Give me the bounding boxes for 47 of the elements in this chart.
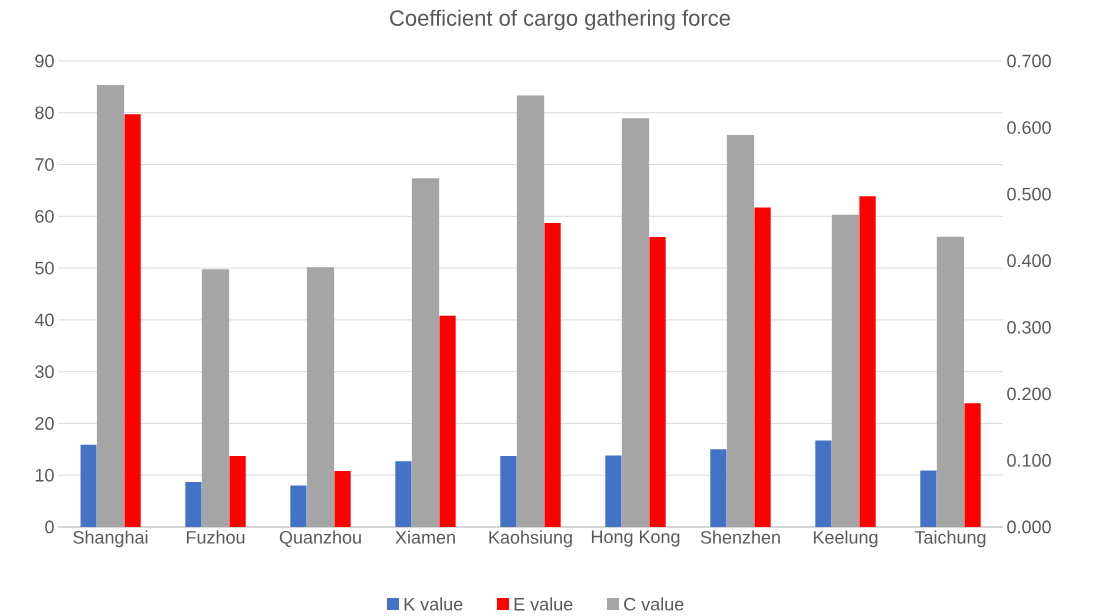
y-tick-label: 80 bbox=[35, 106, 54, 120]
x-tick-label: Shanghai bbox=[73, 530, 148, 548]
y-tick-label: 90 bbox=[35, 54, 54, 68]
y-tick-label: 10 bbox=[35, 468, 54, 482]
y-tick-label: 0 bbox=[45, 520, 54, 534]
x-tick-label: Xiamen bbox=[395, 530, 455, 544]
y-tick-label: 70 bbox=[35, 158, 54, 171]
bar bbox=[185, 481, 202, 527]
y-tick-label: 40 bbox=[34, 313, 54, 327]
legend-label: C value bbox=[624, 597, 684, 611]
bar bbox=[290, 485, 307, 527]
bar bbox=[229, 456, 246, 527]
x-tick-label: Fuzhou bbox=[186, 530, 245, 544]
legend-label: E value bbox=[514, 597, 573, 611]
bar bbox=[306, 267, 335, 527]
y2-tick-label: 0.200 bbox=[1007, 387, 1051, 401]
y-tick-label: 30 bbox=[35, 365, 54, 379]
chart-title: Coefficient of cargo gathering force bbox=[390, 9, 730, 31]
bar bbox=[334, 471, 351, 527]
y2-tick-label: 0.600 bbox=[1007, 121, 1051, 134]
bar bbox=[936, 236, 965, 527]
y2-tick-label: 0.300 bbox=[1007, 320, 1051, 334]
bar bbox=[80, 444, 97, 527]
bar bbox=[500, 456, 517, 527]
x-tick-label: Quanzhou bbox=[279, 530, 361, 547]
bar bbox=[439, 315, 456, 527]
x-tick-label: Shenzhen bbox=[700, 530, 780, 544]
y2-tick-label: 0.500 bbox=[1007, 187, 1051, 201]
bar bbox=[605, 455, 622, 527]
legend-label: K value bbox=[404, 597, 463, 611]
x-tick-label: Taichung bbox=[914, 530, 986, 548]
bar bbox=[710, 449, 727, 527]
x-tick-label: Kaohsiung bbox=[489, 530, 572, 548]
bar bbox=[395, 461, 412, 527]
x-tick-label: Hong Kong bbox=[591, 530, 680, 547]
y2-tick-label: 0.700 bbox=[1007, 54, 1051, 68]
x-tick-label: Keelung bbox=[813, 530, 878, 548]
bar bbox=[201, 269, 230, 527]
bar bbox=[815, 440, 832, 527]
y-tick-label: 20 bbox=[35, 417, 54, 430]
y2-tick-label: 0.000 bbox=[1007, 520, 1051, 534]
y-tick-label: 50 bbox=[35, 261, 54, 275]
y2-tick-label: 0.400 bbox=[1007, 254, 1051, 268]
y-tick-label: 60 bbox=[35, 209, 54, 223]
bar bbox=[964, 403, 981, 527]
bar bbox=[920, 470, 937, 527]
y2-tick-label: 0.100 bbox=[1007, 454, 1051, 467]
